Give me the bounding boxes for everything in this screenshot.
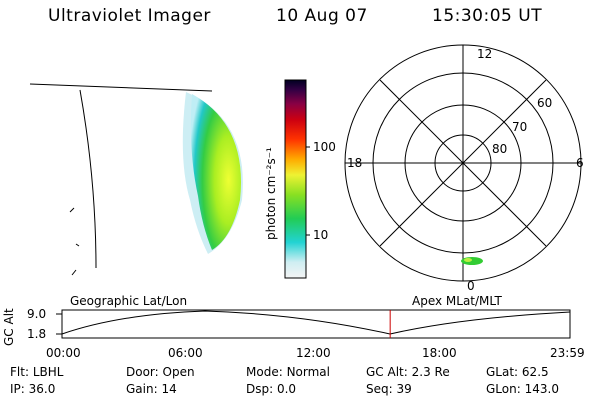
meta-seq: Seq: 39 <box>366 382 412 396</box>
geographic-panel <box>29 83 243 276</box>
meta-door: Door: Open <box>126 365 195 379</box>
meta-mode: Mode: Normal <box>246 365 330 379</box>
polar-aurora-core <box>464 258 472 262</box>
timeline-xtick-0000: 00:00 <box>46 346 81 360</box>
geographic-panel-title: Geographic Lat/Lon <box>70 294 188 308</box>
colorbar-units: photon cm⁻²s⁻¹ <box>264 147 278 240</box>
polar-diagonal-2 <box>379 79 547 247</box>
date-label: 10 Aug 07 <box>276 6 368 26</box>
timeline-xtick-0600: 06:00 <box>168 346 203 360</box>
polar-plot <box>344 44 582 282</box>
mlat-label-70: 70 <box>512 120 528 134</box>
colorbar-label-10: 10 <box>313 228 329 242</box>
colorbar <box>284 79 307 279</box>
meta-ip: IP: 36.0 <box>10 382 56 396</box>
meta-dsp: Dsp: 0.0 <box>246 382 297 396</box>
map-tick <box>75 243 80 247</box>
timeline-ytick-label-9: 9.0 <box>27 307 47 321</box>
mlt-label-0: 0 <box>467 279 475 293</box>
aurora-oval <box>190 94 241 250</box>
timeline-xtick-2359: 23:59 <box>550 346 585 360</box>
meta-gc-alt: GC Alt: 2.3 Re <box>366 365 450 379</box>
instrument-title: Ultraviolet Imager <box>48 6 211 26</box>
map-tick <box>71 269 77 276</box>
timeline-frame <box>61 309 571 339</box>
meta-glat: GLat: 62.5 <box>486 365 549 379</box>
time-label: 15:30:05 UT <box>432 6 543 26</box>
mlt-label-6: 6 <box>576 156 584 170</box>
timeline-xtick-1200: 12:00 <box>296 346 331 360</box>
altitude-curve <box>61 310 571 335</box>
polar-aurora-spot <box>461 257 483 265</box>
colorbar-label-100: 100 <box>313 140 336 154</box>
map-grid-line <box>29 83 213 92</box>
meta-flt: Flt: LBHL <box>10 365 64 379</box>
timeline-axis-label: GC Alt <box>2 308 16 346</box>
timeline-xtick-1800: 18:00 <box>422 346 457 360</box>
map-tick <box>69 207 75 213</box>
mlt-label-12: 12 <box>477 47 493 61</box>
mlt-label-18: 18 <box>347 156 363 170</box>
timeline-ytick-label-1-8: 1.8 <box>27 327 47 341</box>
mlat-label-80: 80 <box>492 142 508 156</box>
apex-panel-title: Apex MLat/MLT <box>412 294 502 308</box>
meta-gain: Gain: 14 <box>126 382 177 396</box>
map-limb-line <box>79 89 97 269</box>
mlat-label-60: 60 <box>537 96 553 110</box>
meta-glon: GLon: 143.0 <box>486 382 559 396</box>
